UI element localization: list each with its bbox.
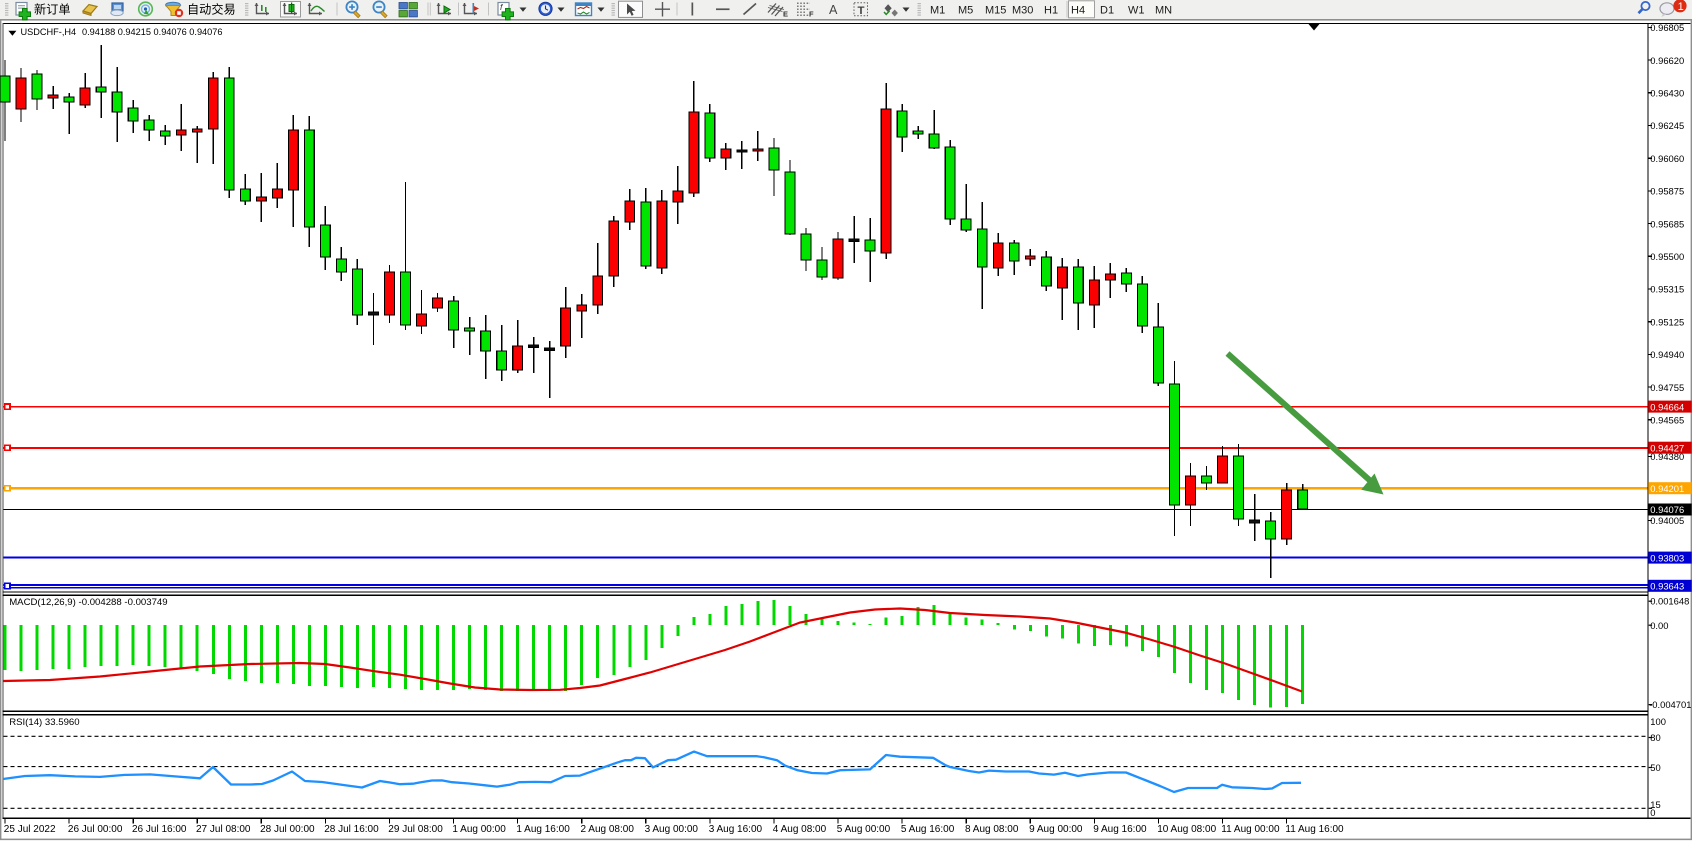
svg-text:USDCHF-,H4: USDCHF-,H4 xyxy=(21,27,77,37)
svg-text:0.95500: 0.95500 xyxy=(1650,251,1684,262)
svg-text:5 Aug 00:00: 5 Aug 00:00 xyxy=(837,824,891,835)
svg-text:0.94427: 0.94427 xyxy=(1650,442,1684,453)
svg-text:1 Aug 16:00: 1 Aug 16:00 xyxy=(516,824,570,835)
svg-text:5 Aug 16:00: 5 Aug 16:00 xyxy=(901,824,955,835)
svg-text:M5: M5 xyxy=(958,4,973,16)
svg-text:自动交易: 自动交易 xyxy=(187,2,236,17)
svg-text:50: 50 xyxy=(1650,762,1660,773)
svg-text:26 Jul 16:00: 26 Jul 16:00 xyxy=(132,824,187,835)
svg-text:M15: M15 xyxy=(985,4,1006,16)
svg-text:0.94005: 0.94005 xyxy=(1650,515,1684,526)
svg-text:H1: H1 xyxy=(1044,4,1058,16)
svg-text:3 Aug 00:00: 3 Aug 00:00 xyxy=(645,824,699,835)
svg-text:8 Aug 08:00: 8 Aug 08:00 xyxy=(965,824,1019,835)
svg-text:0.96060: 0.96060 xyxy=(1650,153,1684,164)
svg-text:W1: W1 xyxy=(1128,4,1145,16)
svg-text:0.94188 0.94215 0.94076 0.9407: 0.94188 0.94215 0.94076 0.94076 xyxy=(82,27,223,37)
svg-text:9 Aug 16:00: 9 Aug 16:00 xyxy=(1093,824,1147,835)
svg-text:80: 80 xyxy=(1650,732,1660,743)
svg-text:100: 100 xyxy=(1650,716,1666,727)
svg-text:MN: MN xyxy=(1155,4,1172,16)
svg-text:0.95685: 0.95685 xyxy=(1650,218,1684,229)
svg-text:RSI(14) 33.5960: RSI(14) 33.5960 xyxy=(9,717,79,728)
svg-text:3 Aug 16:00: 3 Aug 16:00 xyxy=(709,824,763,835)
svg-text:1: 1 xyxy=(1678,1,1684,13)
svg-text:25 Jul 2022: 25 Jul 2022 xyxy=(4,824,56,835)
svg-text:0.94940: 0.94940 xyxy=(1650,349,1684,360)
svg-text:0.94201: 0.94201 xyxy=(1650,483,1684,494)
svg-text:28 Jul 16:00: 28 Jul 16:00 xyxy=(324,824,379,835)
svg-text:M1: M1 xyxy=(930,4,945,16)
svg-text:0.94565: 0.94565 xyxy=(1650,415,1684,426)
svg-text:11 Aug 00:00: 11 Aug 00:00 xyxy=(1221,824,1280,835)
svg-text:E: E xyxy=(783,10,788,19)
svg-text:4 Aug 08:00: 4 Aug 08:00 xyxy=(773,824,827,835)
svg-text:27 Jul 08:00: 27 Jul 08:00 xyxy=(196,824,251,835)
svg-text:0: 0 xyxy=(1650,807,1655,818)
svg-text:A: A xyxy=(829,3,838,17)
svg-text:15: 15 xyxy=(1650,799,1660,810)
svg-text:0.94076: 0.94076 xyxy=(1650,504,1684,515)
svg-text:10 Aug 08:00: 10 Aug 08:00 xyxy=(1157,824,1216,835)
svg-text:1 Aug 00:00: 1 Aug 00:00 xyxy=(452,824,506,835)
svg-text:0.94755: 0.94755 xyxy=(1650,382,1684,393)
svg-text:26 Jul 00:00: 26 Jul 00:00 xyxy=(68,824,123,835)
svg-text:0.95875: 0.95875 xyxy=(1650,186,1684,197)
svg-text:0.93643: 0.93643 xyxy=(1650,581,1684,592)
svg-text:11 Aug 16:00: 11 Aug 16:00 xyxy=(1285,824,1344,835)
svg-text:-0.004701: -0.004701 xyxy=(1649,699,1691,710)
svg-text:29 Jul 08:00: 29 Jul 08:00 xyxy=(388,824,443,835)
svg-text:0.00: 0.00 xyxy=(1650,620,1668,631)
svg-text:0.94380: 0.94380 xyxy=(1650,451,1684,462)
svg-text:0.93803: 0.93803 xyxy=(1650,552,1684,563)
svg-text:MACD(12,26,9) -0.004288 -0.003: MACD(12,26,9) -0.004288 -0.003749 xyxy=(9,597,167,608)
svg-text:28 Jul 00:00: 28 Jul 00:00 xyxy=(260,824,315,835)
svg-text:9 Aug 00:00: 9 Aug 00:00 xyxy=(1029,824,1083,835)
svg-text:0.96245: 0.96245 xyxy=(1650,120,1684,131)
svg-text:f: f xyxy=(500,2,504,12)
svg-text:F: F xyxy=(809,10,814,19)
svg-text:M30: M30 xyxy=(1012,4,1033,16)
svg-text:T: T xyxy=(858,5,865,17)
svg-text:0.001648: 0.001648 xyxy=(1650,595,1689,606)
svg-text:0.95125: 0.95125 xyxy=(1650,316,1684,327)
svg-text:0.94664: 0.94664 xyxy=(1650,401,1684,412)
svg-text:0.95315: 0.95315 xyxy=(1650,284,1684,295)
svg-text:0.96805: 0.96805 xyxy=(1650,22,1684,33)
svg-text:0.96430: 0.96430 xyxy=(1650,88,1684,99)
svg-text:H4: H4 xyxy=(1071,4,1085,16)
svg-text:新订单: 新订单 xyxy=(34,2,71,17)
svg-text:2 Aug 08:00: 2 Aug 08:00 xyxy=(581,824,635,835)
svg-text:0.96620: 0.96620 xyxy=(1650,55,1684,66)
svg-text:D1: D1 xyxy=(1100,4,1114,16)
